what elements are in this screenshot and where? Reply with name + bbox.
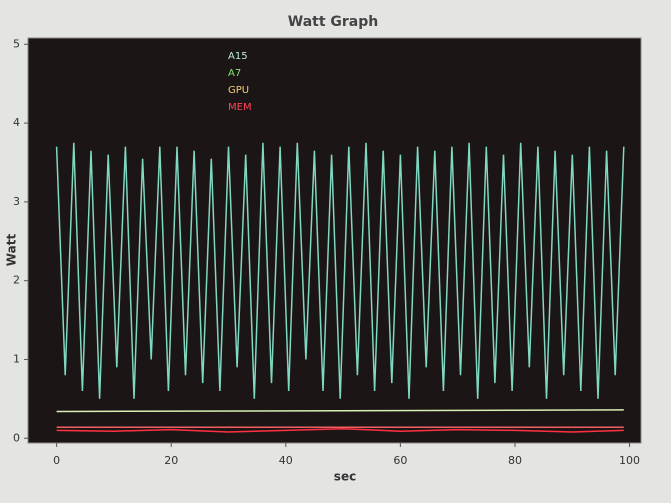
x-tick-label: 80 — [508, 454, 522, 467]
series-line — [55, 142, 625, 399]
legend-entry: A7 — [228, 68, 241, 79]
y-tick-label: 5 — [13, 37, 20, 50]
x-tick-label: 100 — [619, 454, 640, 467]
x-tick-label: 60 — [393, 454, 407, 467]
x-tick-label: 0 — [53, 454, 60, 467]
y-tick-label: 0 — [13, 431, 20, 444]
x-axis-label: sec — [334, 470, 356, 484]
y-tick-label: 4 — [13, 116, 20, 129]
series-line — [56, 428, 624, 433]
y-tick-label: 3 — [13, 195, 20, 208]
legend-entry: MEM — [228, 102, 252, 113]
chart-title: Watt Graph — [288, 14, 378, 30]
y-tick-label: 1 — [13, 352, 20, 365]
series-line — [56, 409, 624, 413]
x-tick-label: 20 — [164, 454, 178, 467]
y-tick-label: 2 — [13, 274, 20, 287]
legend-entry: GPU — [228, 85, 249, 96]
legend-entry: A15 — [228, 51, 248, 62]
x-tick-label: 40 — [279, 454, 293, 467]
y-axis-label: Watt — [5, 234, 19, 267]
